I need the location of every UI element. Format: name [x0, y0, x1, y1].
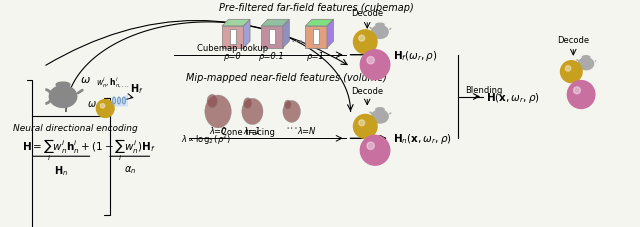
Circle shape	[359, 120, 365, 126]
Ellipse shape	[376, 108, 384, 111]
Circle shape	[367, 57, 374, 65]
Polygon shape	[283, 20, 289, 49]
Ellipse shape	[582, 57, 590, 59]
Text: $\lambda \propto \log_2(\rho^2)$: $\lambda \propto \log_2(\rho^2)$	[180, 132, 231, 146]
Text: λ=0: λ=0	[209, 127, 227, 136]
Ellipse shape	[205, 96, 231, 128]
Text: Blending: Blending	[465, 85, 502, 94]
Ellipse shape	[207, 95, 218, 108]
FancyBboxPatch shape	[261, 27, 283, 49]
Text: Pre-filtered far-field features (cubemap): Pre-filtered far-field features (cubemap…	[219, 3, 413, 13]
Circle shape	[561, 62, 582, 83]
FancyBboxPatch shape	[269, 30, 275, 45]
Text: Cone tracing: Cone tracing	[221, 128, 275, 137]
Circle shape	[353, 115, 377, 139]
Ellipse shape	[113, 98, 116, 104]
FancyBboxPatch shape	[222, 27, 244, 49]
Text: Decode: Decode	[557, 36, 589, 44]
Text: ρ=1: ρ=1	[307, 52, 325, 60]
Text: Neural directional encoding: Neural directional encoding	[13, 124, 138, 133]
Text: $\mathbf{H}_n$: $\mathbf{H}_n$	[54, 163, 68, 177]
Ellipse shape	[579, 58, 593, 70]
Ellipse shape	[372, 110, 388, 123]
Circle shape	[565, 66, 571, 72]
FancyBboxPatch shape	[313, 30, 319, 45]
Circle shape	[360, 136, 390, 165]
Polygon shape	[105, 95, 128, 107]
Polygon shape	[305, 20, 333, 27]
Text: $\mathbf{H}_f$: $\mathbf{H}_f$	[130, 81, 143, 95]
Text: Decode: Decode	[351, 9, 383, 18]
FancyArrowPatch shape	[78, 91, 83, 94]
Ellipse shape	[49, 86, 77, 108]
Text: $\mathbf{H} = \sum_i w_n^i \mathbf{h}_n^i + (1 - \sum_i w_n^i)\mathbf{H}_f$: $\mathbf{H} = \sum_i w_n^i \mathbf{h}_n^…	[22, 137, 156, 162]
Text: ρ=0: ρ=0	[224, 52, 242, 60]
Circle shape	[97, 100, 114, 118]
Ellipse shape	[122, 98, 125, 104]
FancyBboxPatch shape	[305, 27, 327, 49]
Circle shape	[360, 51, 390, 80]
Circle shape	[367, 142, 374, 150]
Text: $\omega$: $\omega$	[80, 74, 91, 84]
Text: $\mathbf{H}_f(\omega_r, \rho)$: $\mathbf{H}_f(\omega_r, \rho)$	[393, 49, 437, 62]
Circle shape	[359, 36, 365, 42]
Text: $w_n^i, \mathbf{h}_{n,...}^i$: $w_n^i, \mathbf{h}_{n,...}^i$	[96, 74, 130, 89]
Ellipse shape	[56, 83, 70, 88]
Polygon shape	[327, 20, 333, 49]
Text: Decode: Decode	[351, 86, 383, 95]
Ellipse shape	[372, 26, 388, 39]
Text: Cubemap lookup: Cubemap lookup	[197, 44, 268, 52]
Ellipse shape	[284, 101, 291, 109]
Text: $\omega_r$: $\omega_r$	[87, 99, 100, 111]
Ellipse shape	[376, 24, 384, 27]
Text: $\mathbf{H}_n(\mathbf{x}, \omega_r, \rho)$: $\mathbf{H}_n(\mathbf{x}, \omega_r, \rho…	[393, 132, 451, 146]
Text: $\mathbf{H}(\mathbf{x}, \omega_r, \rho)$: $\mathbf{H}(\mathbf{x}, \omega_r, \rho)$	[486, 90, 540, 104]
Polygon shape	[222, 20, 250, 27]
Circle shape	[100, 104, 105, 109]
Text: ρ=0.1: ρ=0.1	[259, 52, 285, 60]
Text: Mip-mapped near-field features (volume): Mip-mapped near-field features (volume)	[186, 72, 387, 82]
Polygon shape	[261, 20, 289, 27]
Text: λ=N: λ=N	[297, 127, 316, 136]
Circle shape	[353, 31, 377, 54]
Text: λ=1: λ=1	[244, 127, 261, 136]
FancyBboxPatch shape	[230, 30, 236, 45]
Ellipse shape	[118, 98, 120, 104]
Text: ...: ...	[290, 31, 303, 45]
Text: $\alpha_n$: $\alpha_n$	[124, 163, 136, 175]
Circle shape	[573, 87, 580, 94]
Circle shape	[568, 81, 595, 109]
Ellipse shape	[242, 99, 263, 125]
Text: ...: ...	[285, 118, 298, 132]
Ellipse shape	[244, 98, 252, 109]
Ellipse shape	[283, 101, 301, 123]
Polygon shape	[244, 20, 250, 49]
